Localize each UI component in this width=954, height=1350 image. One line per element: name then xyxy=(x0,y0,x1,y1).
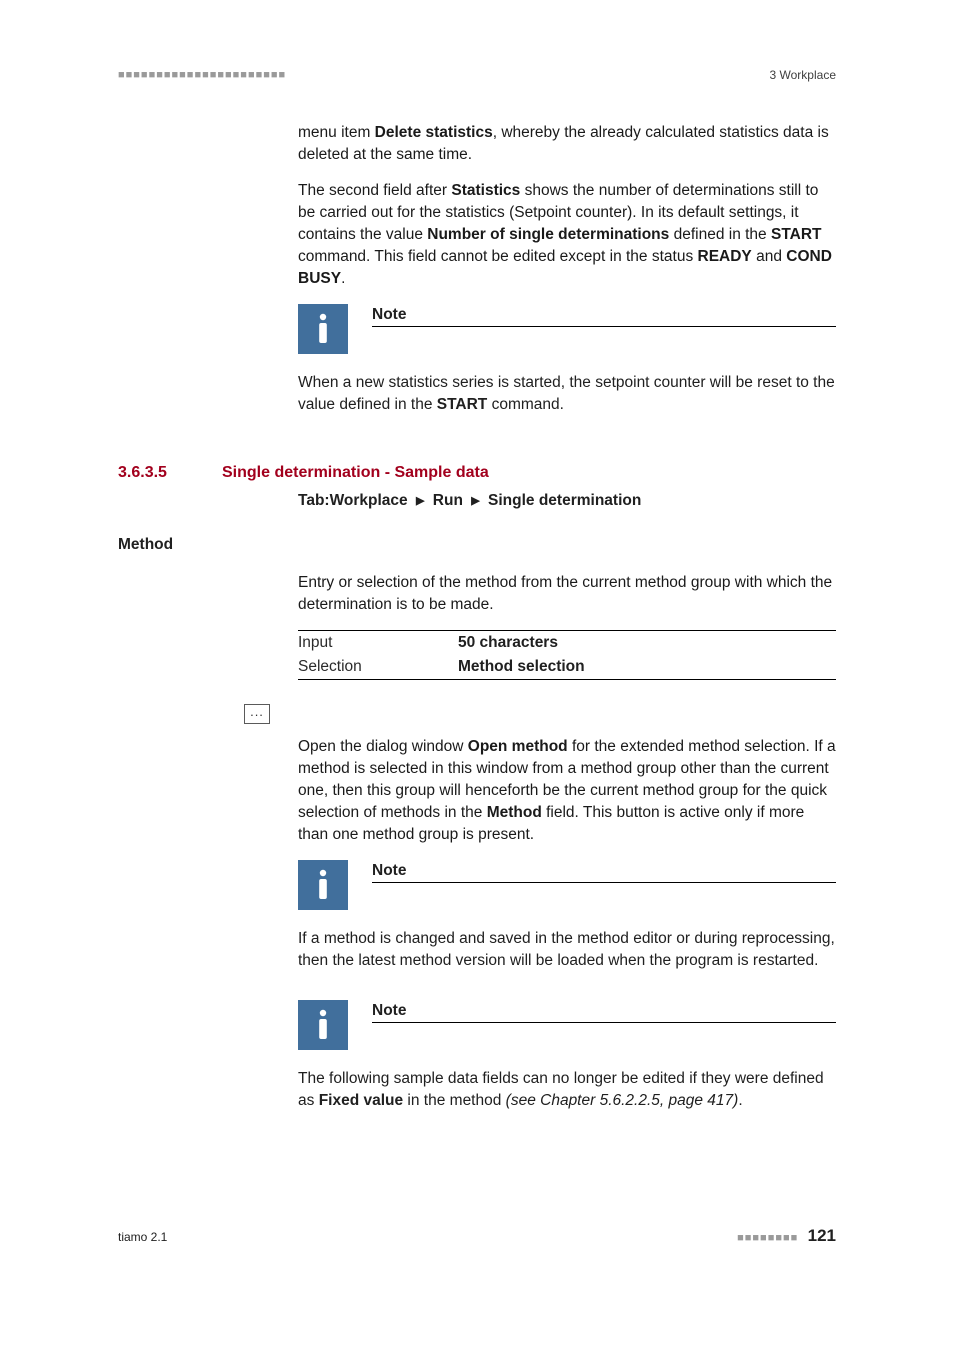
param-value: Method selection xyxy=(458,655,836,680)
open-method-description: Open the dialog window Open method for t… xyxy=(298,736,836,846)
header-dots: ■■■■■■■■■■■■■■■■■■■■■■ xyxy=(118,69,286,81)
note-body-3: The following sample data fields can no … xyxy=(298,1068,836,1112)
note-block-1: Note When a new statistics series is sta… xyxy=(298,304,836,416)
param-key: Selection xyxy=(298,655,458,680)
table-row: Input 50 characters xyxy=(298,631,836,656)
page-number: 121 xyxy=(808,1226,836,1245)
open-method-row: ... xyxy=(118,702,836,724)
table-row: Selection Method selection xyxy=(298,655,836,680)
breadcrumb: Tab:Workplace ▶ Run ▶ Single determinati… xyxy=(298,492,836,510)
note-body-2: If a method is changed and saved in the … xyxy=(298,928,836,972)
chevron-right-icon: ▶ xyxy=(416,494,424,507)
breadcrumb-row: Tab:Workplace ▶ Run ▶ Single determinati… xyxy=(118,492,836,536)
note-title: Note xyxy=(372,306,836,327)
info-icon xyxy=(298,860,348,910)
param-key: Input xyxy=(298,631,458,656)
note-block-3: Note The following sample data fields ca… xyxy=(298,1000,836,1112)
running-header: ■■■■■■■■■■■■■■■■■■■■■■ 3 Workplace xyxy=(118,68,836,82)
param-value: 50 characters xyxy=(458,631,836,656)
product-name: tiamo 2.1 xyxy=(118,1230,167,1244)
note-title: Note xyxy=(372,862,836,883)
info-icon xyxy=(298,1000,348,1050)
method-param-table: Input 50 characters Selection Method sel… xyxy=(298,630,836,680)
chapter-reference: 3 Workplace xyxy=(770,68,836,82)
section-heading-row: 3.6.3.5 Single determination - Sample da… xyxy=(118,464,836,482)
method-desc-row: Entry or selection of the method from th… xyxy=(118,572,836,690)
open-method-button[interactable]: ... xyxy=(244,704,270,724)
intro-paragraph-1: menu item Delete statistics, whereby the… xyxy=(298,122,836,166)
footer-dots: ■■■■■■■■ xyxy=(737,1232,798,1244)
note-block-2: Note If a method is changed and saved in… xyxy=(298,860,836,972)
page: ■■■■■■■■■■■■■■■■■■■■■■ 3 Workplace menu … xyxy=(0,0,954,1286)
section-title: Single determination - Sample data xyxy=(222,464,489,481)
method-block: Method xyxy=(118,536,836,554)
intro-paragraph-2: The second field after Statistics shows … xyxy=(298,180,836,290)
intro-block: menu item Delete statistics, whereby the… xyxy=(118,122,836,430)
open-method-desc-row: Open the dialog window Open method for t… xyxy=(118,736,836,1126)
method-description: Entry or selection of the method from th… xyxy=(298,572,836,616)
chevron-right-icon: ▶ xyxy=(471,494,479,507)
note-body-1: When a new statistics series is started,… xyxy=(298,372,836,416)
page-footer: tiamo 2.1 ■■■■■■■■ 121 xyxy=(118,1226,836,1246)
section-number: 3.6.3.5 xyxy=(118,464,167,481)
method-heading: Method xyxy=(118,536,286,554)
note-title: Note xyxy=(372,1002,836,1023)
info-icon xyxy=(298,304,348,354)
